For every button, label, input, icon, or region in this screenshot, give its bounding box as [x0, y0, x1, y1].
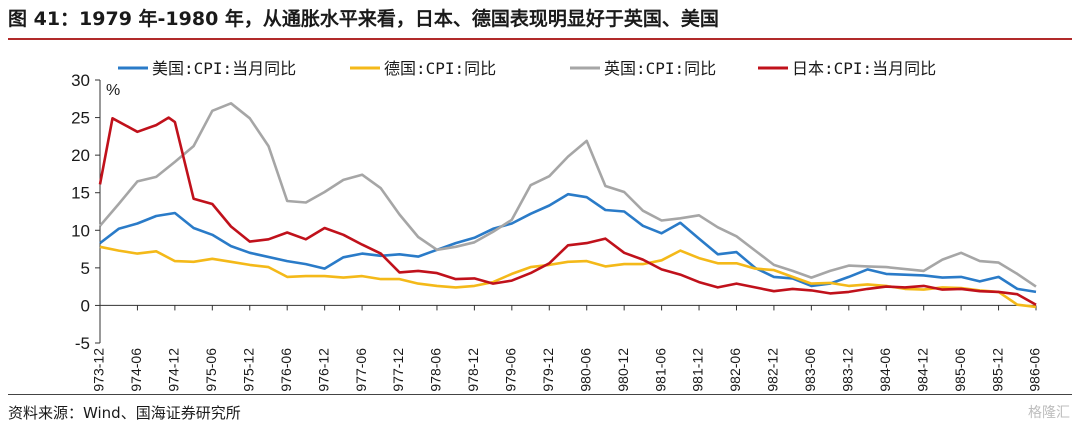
watermark-logo: 格隆汇	[1028, 405, 1070, 421]
legend-label: 英国:CPI:同比	[604, 59, 716, 78]
x-tick-label: 1985-06	[952, 348, 968, 392]
x-tick-label: 1984-06	[877, 348, 893, 392]
x-tick-label: 1978-06	[428, 348, 444, 392]
x-tick-label: 1979-12	[540, 348, 556, 392]
x-tick-label: 1981-06	[652, 348, 668, 392]
x-tick-label: 1980-06	[577, 348, 593, 392]
y-tick-label: 30	[71, 71, 90, 90]
source-note: 资料来源：Wind、国海证券研究所	[8, 404, 241, 422]
y-tick-label: 20	[71, 146, 90, 165]
x-tick-label: 1975-06	[203, 348, 219, 392]
x-tick-label: 1979-06	[503, 348, 519, 392]
y-unit-label: %	[106, 82, 120, 99]
x-axis: 1973-12 1974-06 1974-12 1975-06 1975-12 1976-…	[91, 304, 1043, 392]
x-tick-label: 1974-12	[166, 348, 182, 392]
y-tick-label: -5	[75, 334, 90, 353]
x-tick-label: 1977-06	[353, 348, 369, 392]
y-axis: -5 0 5 10 15 20 25 30	[71, 71, 101, 353]
series-line-1	[99, 245, 1037, 309]
x-tick-label: 1977-12	[390, 348, 406, 392]
series-line-2	[99, 102, 1037, 288]
x-tick-label: 1984-12	[914, 348, 930, 392]
x-tick-label: 1986-06	[1027, 348, 1043, 392]
series-lines	[98, 102, 1037, 309]
x-tick-label: 1975-12	[240, 348, 256, 392]
source-divider	[8, 394, 1072, 395]
chart-legend: 美国:CPI:当月同比 德国:CPI:同比 英国:CPI:同比 日本:CPI:当月同比	[118, 59, 936, 78]
legend-label: 日本:CPI:当月同比	[792, 59, 936, 78]
x-tick-label: 1973-12	[91, 348, 107, 392]
series-line-3	[98, 116, 1037, 306]
legend-label: 德国:CPI:同比	[384, 59, 496, 78]
cpi-line-chart: 美国:CPI:当月同比 德国:CPI:同比 英国:CPI:同比 日本:CPI:当月同比…	[71, 59, 1043, 392]
x-tick-label: 1974-06	[128, 348, 144, 392]
x-tick-label: 1976-06	[278, 348, 294, 392]
y-tick-label: 10	[71, 221, 90, 240]
series-line-0	[99, 192, 1037, 294]
y-tick-label: 15	[71, 184, 90, 203]
figure-title: 图 41：1979 年-1980 年，从通胀水平来看，日本、德国表现明显好于英国…	[8, 8, 719, 30]
y-tick-label: 0	[81, 296, 90, 315]
title-divider	[8, 38, 1072, 40]
legend-label: 美国:CPI:当月同比	[152, 59, 296, 78]
x-tick-label: 1980-12	[615, 348, 631, 392]
x-tick-label: 1985-12	[989, 348, 1005, 392]
x-tick-label: 1978-12	[465, 348, 481, 392]
x-tick-label: 1981-12	[690, 348, 706, 392]
x-tick-label: 1982-12	[765, 348, 781, 392]
x-tick-label: 1983-06	[802, 348, 818, 392]
x-tick-label: 1982-06	[727, 348, 743, 392]
x-tick-label: 1976-12	[315, 348, 331, 392]
x-tick-label: 1983-12	[840, 348, 856, 392]
y-tick-label: 25	[71, 109, 90, 128]
y-tick-label: 5	[81, 259, 90, 278]
